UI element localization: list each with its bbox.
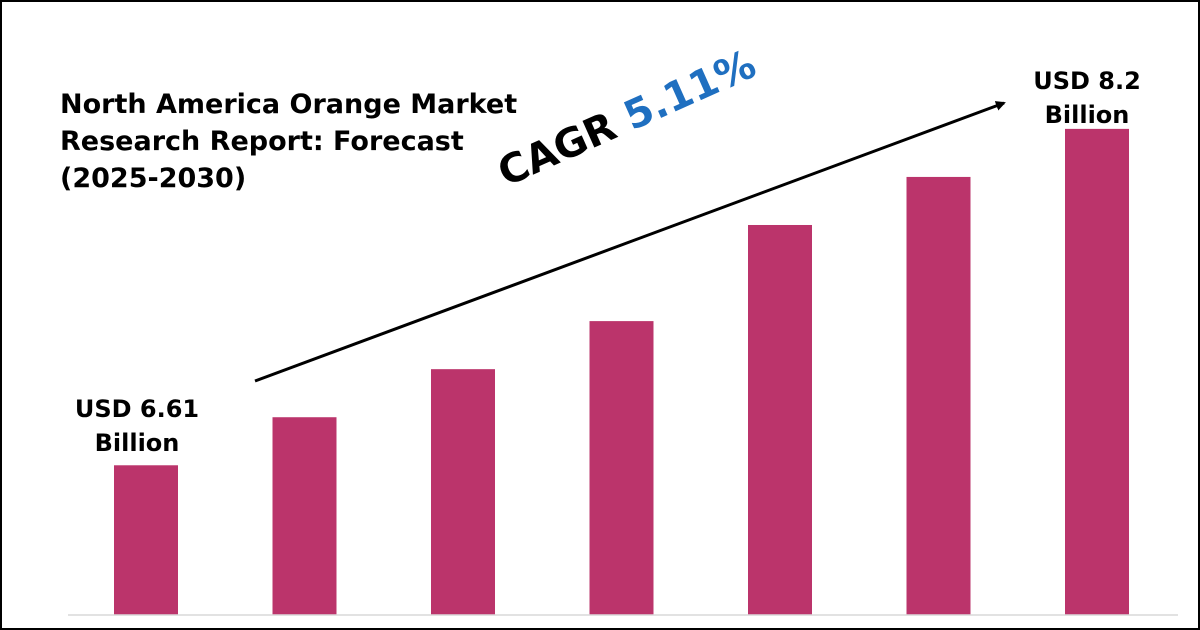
chart-title-line-3: (2025-2030) xyxy=(60,163,247,194)
bar-2028 xyxy=(589,321,654,615)
bar-2026 xyxy=(272,417,337,615)
chart-title-line-2: Research Report: Forecast xyxy=(60,126,464,157)
bar-2030 xyxy=(906,176,971,615)
end-value-line-2: Billion xyxy=(1044,101,1130,129)
start-value-label: USD 6.61 Billion xyxy=(62,392,212,460)
chart-title: North America Orange Market Research Rep… xyxy=(60,86,580,197)
growth-arrow xyxy=(254,101,1006,383)
start-value-line-1: USD 6.61 xyxy=(74,395,200,423)
end-value-line-1: USD 8.2 xyxy=(1033,67,1141,95)
chart-title-line-1: North America Orange Market xyxy=(60,89,518,120)
bar-2029 xyxy=(748,224,812,615)
start-value-line-2: Billion xyxy=(94,429,180,457)
bar-2027 xyxy=(431,369,495,615)
end-value-label: USD 8.2 Billion xyxy=(1012,64,1162,132)
bars-group xyxy=(114,128,1129,615)
bar-2031 xyxy=(1065,128,1129,615)
bar-2025 xyxy=(114,465,178,615)
